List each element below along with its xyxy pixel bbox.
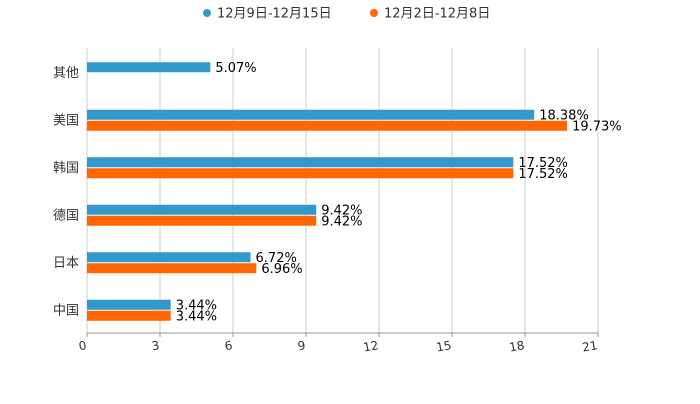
data-label-0-2: 17.52% [518, 156, 568, 171]
x-tick-label-3: 9 [297, 338, 307, 353]
y-category-label-4: 日本 [53, 256, 79, 271]
data-labels: 5.07% 18.38%19.73% 17.52%17.52% 9.42%9.42% 6… [176, 61, 622, 325]
x-tick-label-6: 18 [508, 338, 525, 354]
data-label-0-1: 18.38% [539, 108, 589, 123]
legend-label-0[interactable]: 12月9日-12月15日 [217, 7, 332, 22]
bar-0-1[interactable] [87, 109, 535, 120]
y-category-label-1: 美国 [53, 113, 79, 128]
data-label-0-3: 9.42% [321, 203, 362, 218]
legend-label-1[interactable]: 12月2日-12月8日 [384, 7, 490, 22]
y-category-label-2: 韩国 [53, 161, 79, 176]
bar-1-3[interactable] [87, 215, 317, 226]
data-label-1-4: 6.96% [261, 262, 302, 277]
data-label-1-3: 9.42% [321, 214, 362, 229]
x-tick-label-4: 12 [362, 338, 379, 354]
data-label-0-5: 3.44% [176, 298, 217, 313]
x-tick-label-1: 3 [151, 338, 161, 353]
bar-1-2[interactable] [87, 168, 514, 179]
bar-0-4[interactable] [87, 252, 251, 263]
bar-0-3[interactable] [87, 204, 317, 215]
x-tick-label-0: 0 [78, 338, 88, 353]
data-label-1-2: 17.52% [518, 167, 568, 182]
bar-0-2[interactable] [87, 157, 514, 168]
bar-0-0[interactable] [87, 62, 211, 73]
legend-marker-0[interactable] [203, 9, 211, 17]
data-label-0-0: 5.07% [215, 61, 256, 76]
y-category-label-3: 德国 [53, 208, 79, 223]
data-label-1-5: 3.44% [176, 309, 217, 324]
legend: 12月9日-12月15日 12月2日-12月8日 [203, 7, 490, 22]
x-tick-label-5: 15 [435, 338, 452, 354]
y-category-label-5: 中国 [53, 303, 79, 318]
data-label-0-4: 6.72% [256, 251, 297, 266]
bar-1-4[interactable] [87, 263, 257, 274]
grid-lines [86, 48, 599, 333]
bars [87, 62, 568, 321]
y-category-label-0: 其他 [53, 66, 79, 81]
x-tick-label-7: 21 [581, 338, 598, 354]
bar-1-1[interactable] [87, 120, 568, 131]
x-tick-label-2: 6 [224, 338, 234, 353]
bar-0-5[interactable] [87, 299, 171, 310]
legend-marker-1[interactable] [370, 9, 378, 17]
data-label-1-1: 19.73% [572, 119, 622, 134]
bar-1-5[interactable] [87, 310, 171, 321]
